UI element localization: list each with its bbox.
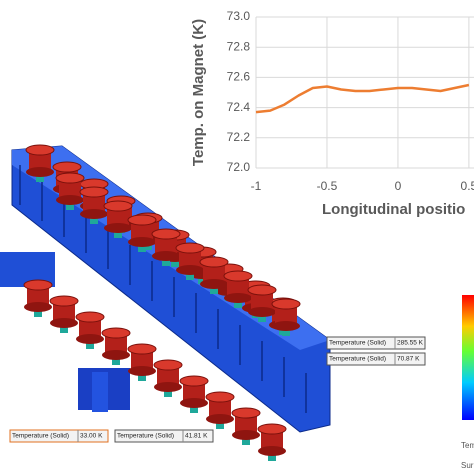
stack-flange — [200, 279, 228, 289]
annotation-box — [9, 429, 109, 443]
stack-top — [55, 172, 85, 184]
stack-body — [251, 290, 273, 312]
y-tick-label: 72.8 — [227, 39, 251, 53]
annotation-box — [326, 352, 426, 366]
stack-top — [101, 327, 131, 339]
stack-body — [275, 304, 297, 326]
stack-top — [23, 279, 53, 291]
stack-flange — [272, 321, 300, 331]
stack-top — [271, 298, 301, 310]
stack-body — [235, 413, 257, 435]
stack-flange — [76, 334, 104, 344]
annotations: Temperature (Solid) 285.55 K Temperature (… — [9, 336, 426, 443]
stack-top — [127, 214, 157, 226]
annotation-value: 70.87 K — [397, 356, 420, 363]
stack-top — [49, 295, 79, 307]
stack-flange — [24, 302, 52, 312]
y-tick-label: 72.0 — [227, 160, 251, 174]
y-tick-label: 73.0 — [227, 9, 251, 23]
annotation-value: 41.81 K — [185, 433, 208, 440]
stack-top — [75, 311, 105, 323]
stack-top — [153, 359, 183, 371]
stack-top — [175, 242, 205, 254]
x-tick-label: 0.5 — [461, 179, 474, 193]
stack-top — [52, 161, 82, 173]
stack-body — [209, 397, 231, 419]
stack-flange — [128, 366, 156, 376]
stack-top — [103, 200, 133, 212]
stack-flange — [176, 265, 204, 275]
x-tick-label: 0 — [395, 179, 402, 193]
stack-body — [107, 206, 129, 228]
stack-top — [247, 284, 277, 296]
stack-body — [53, 301, 75, 323]
stack-body — [157, 365, 179, 387]
annotation-box — [114, 429, 214, 443]
x-tick-label: -0.5 — [317, 179, 338, 193]
stack-flange — [50, 318, 78, 328]
annotation-name: Temperature (Solid) — [117, 433, 174, 440]
stack-flange — [224, 293, 252, 303]
legend-bar — [462, 295, 474, 420]
data-line — [255, 83, 470, 114]
y-tick-label: 72.6 — [227, 70, 251, 84]
stack-body — [203, 262, 225, 284]
stack-body — [59, 178, 81, 200]
stack-top — [179, 375, 209, 387]
legend-title: Tem — [461, 441, 474, 450]
stack-body — [227, 276, 249, 298]
stack-flange — [154, 382, 182, 392]
stack-top — [223, 270, 253, 282]
annotation-name: Temperature (Solid) — [329, 340, 386, 347]
plot-bg — [190, 0, 474, 225]
stack-flange — [152, 251, 180, 261]
stack-top — [205, 391, 235, 403]
stack-top — [199, 256, 229, 268]
stack-top — [231, 407, 261, 419]
stack-body — [131, 220, 153, 242]
render: Tem Sur — [0, 144, 474, 470]
stack-top — [151, 228, 181, 240]
annotation-name: Temperature (Solid) — [329, 356, 386, 363]
stack-body — [155, 234, 177, 256]
stack-flange — [102, 350, 130, 360]
stack-flange — [56, 195, 84, 205]
stack-flange — [180, 398, 208, 408]
stack-top — [79, 186, 109, 198]
stack-body — [79, 317, 101, 339]
stack-top — [127, 343, 157, 355]
stack-top — [257, 423, 287, 435]
y-tick-label: 72.4 — [227, 100, 251, 114]
stack-body — [183, 381, 205, 403]
stack-body — [105, 333, 127, 355]
x-axis-title: Longitudinal positio — [322, 201, 465, 218]
stack-flange — [258, 446, 286, 456]
annotation-value: 285.55 K — [397, 340, 424, 347]
stack-body — [131, 349, 153, 371]
stack-flange — [80, 209, 108, 219]
stack-flange — [128, 237, 156, 247]
legend-footer: Sur — [461, 461, 474, 470]
stack-flange — [206, 414, 234, 424]
stack-body — [27, 285, 49, 307]
stack-flange — [248, 307, 276, 317]
y-tick-label: 72.2 — [227, 130, 251, 144]
stack-flange — [232, 430, 260, 440]
annotation-value: 33.00 K — [80, 433, 103, 440]
block — [92, 372, 108, 412]
stack-body — [83, 192, 105, 214]
stack-body — [179, 248, 201, 270]
y-axis-title: Temp. on Magnet (K) — [190, 19, 207, 166]
chart: 72.0 72.2 72.4 72.6 72.8 73.0 -1 -0.5 0 0.5 Temp. … — [190, 0, 474, 225]
annotation-name: Temperature (Solid) — [12, 433, 69, 440]
stack-body — [261, 429, 283, 451]
annotation-box — [326, 336, 426, 350]
x-tick-label: -1 — [251, 179, 262, 193]
stack-body — [29, 150, 51, 172]
stack-top — [25, 144, 55, 156]
stack-flange — [104, 223, 132, 233]
stack-flange — [26, 167, 54, 177]
